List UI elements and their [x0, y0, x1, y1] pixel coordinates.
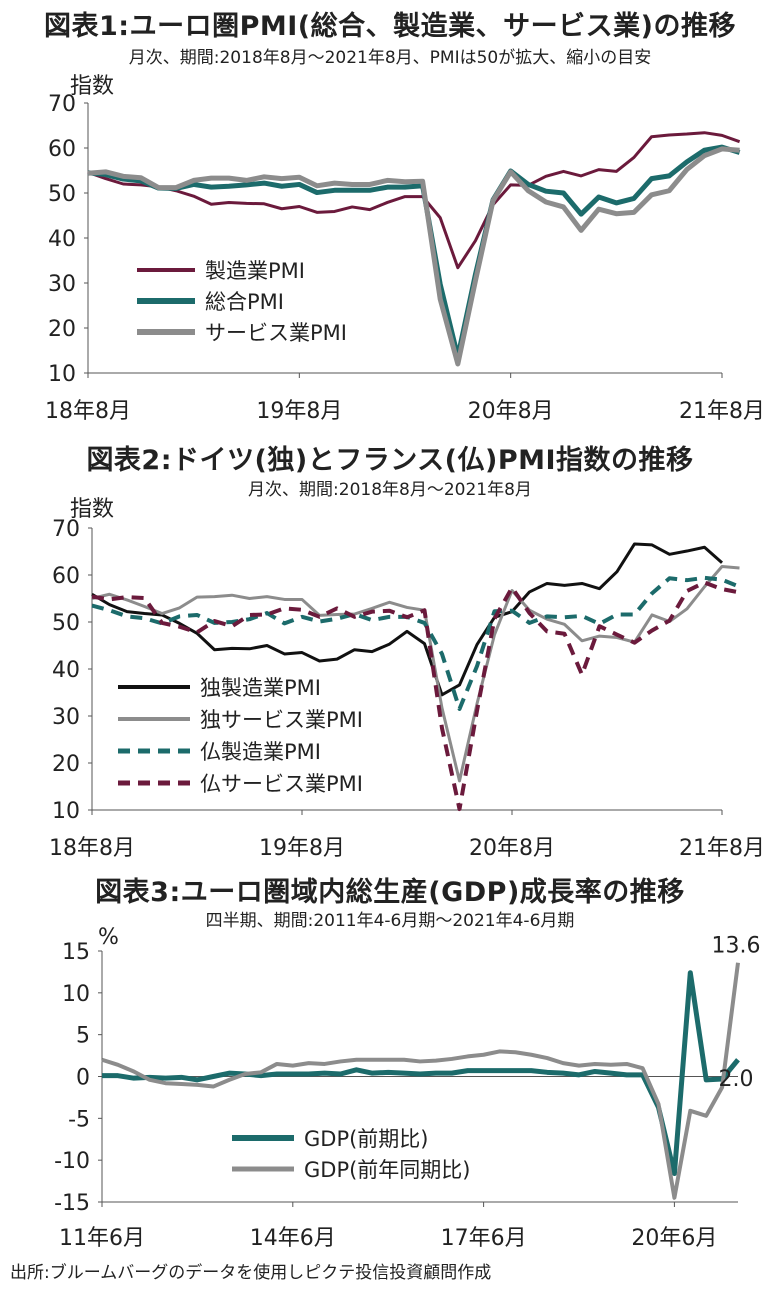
chart-3-gdp-growth: 15 10 5 0 -5 -10 -15% 11年6月 14年6月 17年6月 20年6月 GDP(前… — [54, 925, 761, 1251]
series-line-3 — [91, 575, 741, 711]
x-tick-label: 20年8月 — [468, 399, 554, 424]
y-tick-label: -5 — [68, 1107, 90, 1132]
chart-2-subtitle: 月次、期間:2018年8月～2021年8月 — [248, 480, 532, 500]
y-tick-label: 30 — [52, 705, 80, 730]
y-tick-label: 10 — [48, 362, 76, 387]
x-tick-label: 20年8月 — [469, 836, 555, 861]
y-tick-label: -10 — [54, 1149, 90, 1174]
legend-label: サービス業PMI — [205, 321, 347, 345]
y-tick-label: 50 — [52, 611, 80, 636]
x-tick-label: 11年6月 — [59, 1226, 145, 1251]
chart-3-title: 図表3:ユーロ圏域内総生産(GDP)成長率の推移 — [95, 877, 685, 908]
data-label: 2.0 — [719, 1067, 754, 1092]
x-tick-label: 17年6月 — [441, 1226, 527, 1251]
y-tick-label: -15 — [54, 1191, 90, 1216]
y-axis-label: 指数 — [70, 497, 114, 522]
y-tick-label: 70 — [52, 517, 80, 542]
x-tick-label: 19年8月 — [256, 399, 342, 424]
y-tick-label: 15 — [62, 940, 90, 965]
legend-label: GDP(前年同期比) — [304, 1158, 471, 1182]
legend-label: 独サービス業PMI — [200, 708, 363, 732]
y-axis-label: 指数 — [70, 74, 114, 99]
y-axis-label: % — [98, 925, 119, 950]
series-line-1 — [91, 542, 723, 697]
series-line-1 — [87, 131, 741, 270]
series-line-3 — [87, 146, 740, 367]
y-tick-label: 50 — [48, 182, 76, 207]
chart-1-subtitle: 月次、期間:2018年8月～2021年8月、PMIは50が拡大、縮小の目安 — [128, 48, 652, 68]
y-tick-label: 0 — [76, 1066, 90, 1091]
data-label: 13.6 — [712, 934, 761, 959]
y-tick-label: 40 — [52, 658, 80, 683]
y-tick-label: 10 — [62, 982, 90, 1007]
legend-label: 仏製造業PMI — [200, 740, 321, 764]
y-tick-label: 30 — [48, 272, 76, 297]
source-note: 出所:ブルームバーグのデータを使用しピクテ投信投資顧問作成 — [10, 1263, 492, 1283]
legend-label: 独製造業PMI — [200, 676, 321, 700]
chart-2-title: 図表2:ドイツ(独)とフランス(仏)PMI指数の推移 — [86, 445, 694, 476]
series-line-2 — [87, 144, 741, 360]
x-tick-label: 21年8月 — [679, 836, 765, 861]
x-tick-label: 18年8月 — [45, 399, 131, 424]
y-tick-label: 5 — [76, 1024, 90, 1049]
series-line-4 — [91, 580, 740, 812]
y-tick-label: 60 — [52, 564, 80, 589]
y-tick-label: 10 — [52, 799, 80, 824]
chart-1-title: 図表1:ユーロ圏PMI(総合、製造業、サービス業)の推移 — [44, 11, 736, 42]
legend-label: 総合PMI — [205, 290, 284, 314]
y-tick-label: 40 — [48, 227, 76, 252]
y-tick-label: 70 — [48, 92, 76, 117]
legend-label: 仏サービス業PMI — [200, 772, 363, 796]
y-tick-label: 60 — [48, 137, 76, 162]
y-tick-label: 20 — [48, 317, 76, 342]
chart-1-pmi-eurozone: 70 60 50 40 30 20 10 指数 18年8月 19年8月 20年8月 21年8月 製造業P… — [45, 74, 765, 424]
legend-label: 製造業PMI — [205, 259, 305, 283]
x-tick-label: 21年8月 — [679, 399, 765, 424]
x-tick-label: 19年8月 — [259, 836, 345, 861]
chart-3-subtitle: 四半期、期間:2011年4-6月期～2021年4-6月期 — [205, 911, 575, 931]
x-tick-label: 14年6月 — [250, 1226, 336, 1251]
series-line-1 — [102, 970, 740, 1177]
series-line-2 — [101, 962, 740, 1200]
x-tick-label: 18年8月 — [49, 836, 135, 861]
chart-2-pmi-germany-france: 70 60 50 40 30 20 10 指数 18年8月 19年8月 20年8月 21年8月 独製造業… — [49, 497, 765, 861]
legend-label: GDP(前期比) — [304, 1127, 429, 1151]
y-tick-label: 20 — [52, 752, 80, 777]
x-tick-label: 20年6月 — [631, 1226, 717, 1251]
